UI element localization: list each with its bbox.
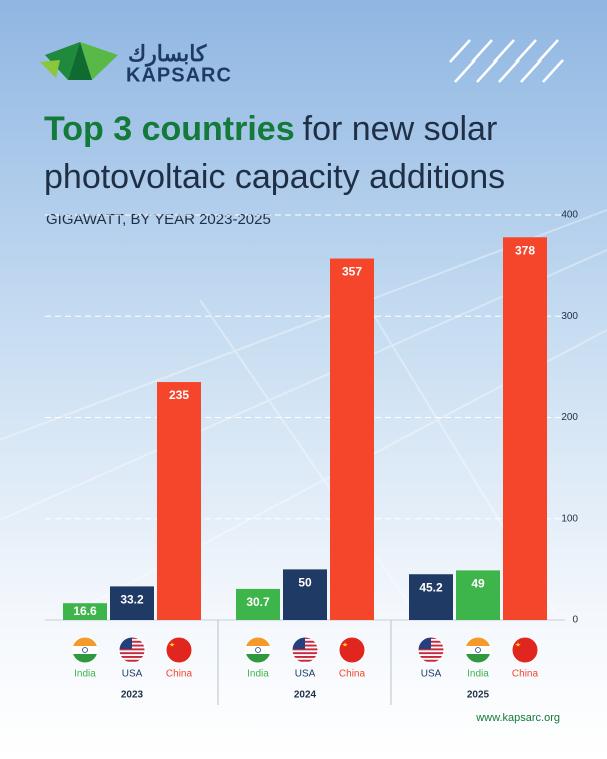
flag-part	[292, 656, 318, 658]
data-label: 33.2	[120, 593, 144, 607]
flag-part	[169, 642, 175, 647]
country-label: China	[339, 669, 366, 680]
title-line: photovoltaic capacity additions	[44, 158, 505, 196]
flag-part	[119, 659, 145, 662]
flag	[465, 637, 491, 663]
bar	[283, 569, 327, 620]
flag-border	[71, 636, 99, 664]
country-label: China	[166, 669, 193, 680]
country-label: India	[247, 669, 269, 680]
country-label: USA	[421, 669, 442, 680]
flag-border	[338, 636, 366, 664]
data-label: 357	[342, 265, 362, 279]
brand-arabic: كابسارك	[128, 41, 207, 67]
country-label: India	[74, 669, 96, 680]
data-label: 378	[515, 243, 535, 257]
flag-part	[342, 642, 348, 647]
title-highlight: Top 3 countries	[44, 110, 295, 148]
country-label: India	[467, 669, 489, 680]
flag-part	[475, 647, 481, 653]
y-tick-label: 0	[572, 615, 578, 626]
year-label: 2023	[121, 690, 144, 701]
bar	[63, 603, 107, 620]
country-label: China	[512, 669, 539, 680]
flag-part	[245, 637, 271, 646]
flag	[512, 637, 538, 663]
footer-url: www.kapsarc.org	[475, 712, 560, 724]
bar	[456, 570, 500, 620]
bar	[110, 586, 154, 620]
flag-part	[255, 647, 261, 653]
title-line: for new solar	[303, 110, 498, 148]
flag-part	[418, 659, 444, 662]
flag-part	[292, 659, 318, 662]
bar	[236, 588, 280, 620]
flag-border	[417, 636, 445, 664]
flag-part	[245, 646, 271, 654]
brand-name: KAPSARC	[126, 64, 232, 86]
flag	[292, 637, 318, 662]
y-tick-label: 200	[561, 412, 578, 423]
data-label: 30.7	[246, 595, 270, 609]
flag-border	[118, 636, 146, 664]
flag-part	[72, 637, 98, 646]
year-label: 2024	[294, 690, 317, 701]
flag-part	[72, 646, 98, 654]
flag-part	[465, 654, 491, 663]
flag-part	[418, 656, 444, 658]
flag-part	[292, 648, 318, 651]
bar	[503, 237, 547, 620]
country-label: USA	[122, 669, 143, 680]
flag-part	[512, 637, 538, 663]
logo-mark	[40, 42, 118, 80]
flag-part	[119, 648, 145, 651]
flag-part	[418, 652, 444, 655]
flag	[166, 637, 192, 663]
y-tick-label: 400	[561, 210, 578, 221]
data-label: 16.6	[73, 604, 97, 618]
flag-part	[72, 654, 98, 663]
y-tick-label: 300	[561, 311, 578, 322]
data-label: 49	[471, 577, 485, 591]
flag-part	[119, 656, 145, 658]
flag	[245, 637, 271, 663]
flag-border	[291, 636, 319, 664]
deco-lines	[449, 39, 564, 83]
flag-part	[515, 642, 521, 647]
flag-part	[292, 652, 318, 655]
flag	[72, 637, 98, 663]
flag-border	[244, 636, 272, 664]
data-label: 45.2	[419, 580, 443, 594]
flag-part	[119, 652, 145, 655]
chart-title: Top 3 countries for new solar	[44, 110, 497, 148]
flag-part	[82, 647, 88, 653]
flag-part	[465, 637, 491, 646]
flag-part	[166, 637, 192, 663]
bar	[330, 258, 374, 620]
flag-part	[418, 648, 444, 651]
y-tick-label: 100	[561, 513, 578, 524]
flag-part	[339, 637, 365, 663]
flag-part	[245, 654, 271, 663]
flag-part	[465, 646, 491, 654]
year-label: 2025	[467, 690, 490, 701]
bar	[157, 382, 201, 620]
country-label: USA	[295, 669, 316, 680]
data-label: 50	[298, 576, 312, 590]
flag-border	[165, 636, 193, 664]
flag-border	[464, 636, 492, 664]
chart-subtitle: GIGAWATT, BY YEAR 2023-2025	[46, 211, 271, 228]
bar	[409, 574, 453, 620]
flag-border	[511, 636, 539, 664]
data-label: 235	[169, 388, 189, 402]
flag	[339, 637, 365, 663]
